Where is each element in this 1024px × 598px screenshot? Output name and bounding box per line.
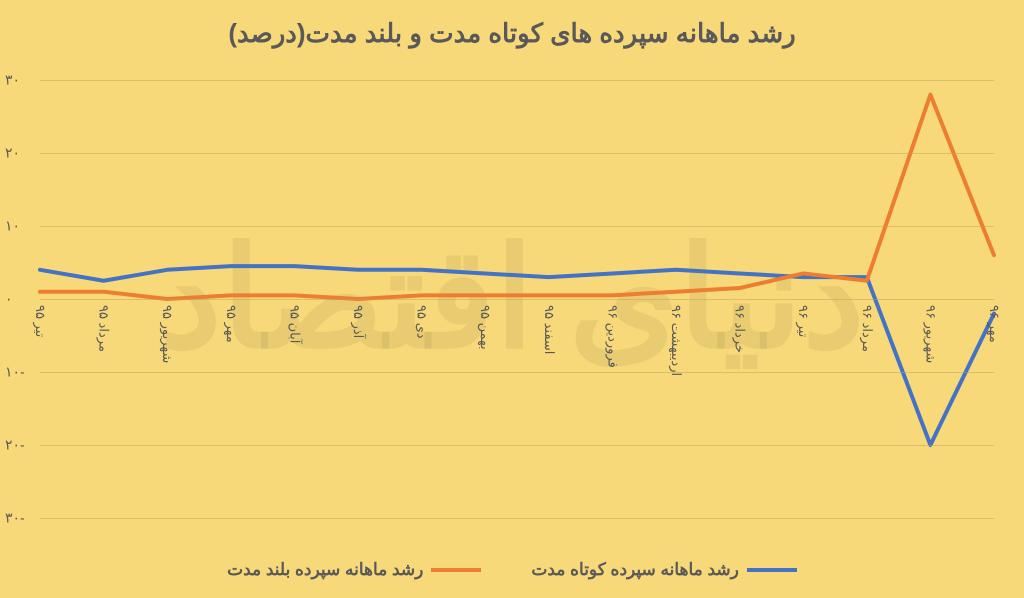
ytick-label: ۰ xyxy=(5,291,35,308)
xtick-label: تیر ۹۵ xyxy=(33,305,48,337)
legend-label-short: رشد ماهانه سپرده کوتاه مدت xyxy=(531,560,739,580)
gridline xyxy=(40,299,994,300)
ytick-label: ۲۰- xyxy=(5,437,35,454)
gridline xyxy=(40,518,994,519)
ytick-label: ۲۰ xyxy=(5,145,35,162)
xtick-label: خرداد ۹۶ xyxy=(733,305,748,353)
xtick-label: شهریور ۹۶ xyxy=(923,305,938,363)
chart-title: رشد ماهانه سپرده های کوتاه مدت و بلند مد… xyxy=(0,0,1024,59)
xtick-label: مهر ۹۵ xyxy=(224,305,239,343)
xtick-label: دی ۹۵ xyxy=(415,305,430,339)
ytick-label: ۱۰- xyxy=(5,364,35,381)
gridline xyxy=(40,80,994,81)
xtick-label: آبان ۹۵ xyxy=(287,305,302,343)
ytick-label: ۳۰ xyxy=(5,72,35,89)
gridline xyxy=(40,445,994,446)
plot-area: ۳۰-۲۰-۱۰-۰۱۰۲۰۳۰تیر ۹۵مرداد ۹۵شهریور ۹۵م… xyxy=(40,80,994,518)
legend-swatch-long xyxy=(431,568,481,572)
ytick-label: ۳۰- xyxy=(5,510,35,527)
xtick-label: اردیبهشت ۹۶ xyxy=(669,305,684,376)
gridline xyxy=(40,226,994,227)
xtick-label: مرداد ۹۶ xyxy=(860,305,875,352)
gridline xyxy=(40,153,994,154)
xtick-label: آذر ۹۵ xyxy=(351,305,366,338)
xtick-label: مهر ۹۶ xyxy=(987,305,1002,343)
legend: رشد ماهانه سپرده کوتاه مدت رشد ماهانه سپ… xyxy=(0,560,1024,580)
xtick-label: شهریور ۹۵ xyxy=(160,305,175,363)
ytick-label: ۱۰ xyxy=(5,218,35,235)
gridline xyxy=(40,372,994,373)
xtick-label: تیر ۹۶ xyxy=(796,305,811,337)
xtick-label: فروردین ۹۶ xyxy=(605,305,620,368)
xtick-label: مرداد ۹۵ xyxy=(97,305,112,352)
legend-swatch-short xyxy=(747,568,797,572)
chart-container: رشد ماهانه سپرده های کوتاه مدت و بلند مد… xyxy=(0,0,1024,598)
xtick-label: بهمن ۹۵ xyxy=(478,305,493,350)
legend-item-long: رشد ماهانه سپرده بلند مدت xyxy=(227,560,481,580)
series-line-short_term xyxy=(40,266,994,445)
legend-item-short: رشد ماهانه سپرده کوتاه مدت xyxy=(531,560,797,580)
legend-label-long: رشد ماهانه سپرده بلند مدت xyxy=(227,560,423,580)
xtick-label: اسفند ۹۵ xyxy=(542,305,557,354)
